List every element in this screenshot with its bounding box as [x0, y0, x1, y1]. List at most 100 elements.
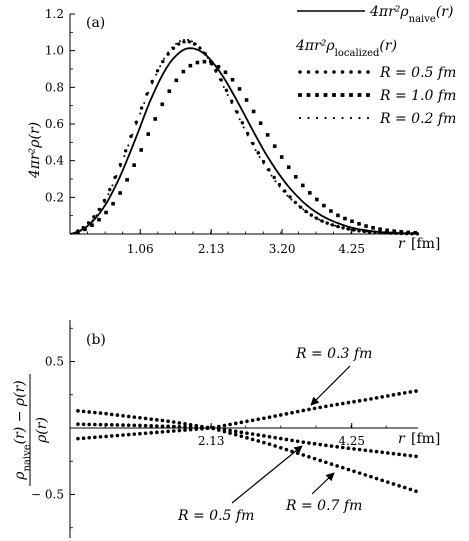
- series-r02-point: [234, 110, 237, 113]
- series-b-r03-point: [402, 391, 407, 395]
- series-b-r05-point: [414, 454, 418, 459]
- series-r02-point: [194, 43, 197, 46]
- series-b-r07-point: [284, 447, 289, 452]
- panel-b-ylabel-numerator: ρnaive(r) − ρ(r): [12, 380, 33, 481]
- series-b-r07-point: [109, 412, 114, 417]
- series-r02-point: [298, 205, 301, 208]
- series-b-r05-point: [397, 452, 401, 457]
- series-b-r07-point: [93, 410, 97, 415]
- series-b-r07-point: [301, 453, 306, 457]
- series-r02-point: [218, 78, 221, 81]
- series-b-r05-point: [352, 447, 356, 451]
- panel-a-label: (a): [86, 15, 105, 31]
- series-r10-point: [146, 132, 151, 136]
- series-b-r05-point: [132, 423, 137, 428]
- series-b-r07-point: [295, 451, 300, 456]
- series-r05-point: [288, 195, 292, 199]
- series-b-r05-point: [166, 424, 170, 429]
- legend-square: [323, 93, 328, 97]
- series-r02-point: [322, 220, 325, 223]
- series-b-r03-point: [380, 395, 385, 399]
- series-b-r03-point: [318, 405, 323, 410]
- series-b-r07-point: [87, 410, 92, 414]
- series-r05-point: [108, 187, 112, 192]
- series-r10-point: [202, 59, 207, 64]
- series-b-r03-point: [391, 393, 396, 397]
- series-r02-point: [409, 232, 412, 235]
- series-r02-point: [373, 231, 376, 234]
- series-b-r07-point: [374, 476, 379, 481]
- series-b-r03-point: [155, 430, 159, 435]
- series-r05-point: [166, 52, 170, 56]
- series-r05-point: [182, 40, 186, 44]
- series-r05-point: [161, 59, 165, 64]
- series-r10-point: [223, 70, 228, 75]
- series-r02-point: [139, 112, 142, 115]
- series-b-r07-point: [177, 421, 182, 425]
- series-r10-point: [90, 223, 94, 227]
- legend-square: [332, 93, 336, 97]
- series-r10-point: [118, 191, 122, 195]
- series-r02-point: [270, 174, 273, 177]
- series-b-r07-point: [239, 434, 244, 439]
- series-r02-point: [151, 82, 154, 85]
- series-b-r05-point: [228, 428, 232, 433]
- series-r05-point: [261, 159, 266, 164]
- series-r02-point: [385, 231, 388, 234]
- series-b-r05-point: [402, 453, 407, 457]
- series-b-r03-point: [160, 430, 165, 434]
- series-r10-point: [139, 148, 143, 152]
- series-b-r03-point: [228, 422, 232, 427]
- series-r05-point: [86, 221, 91, 225]
- series-b-r05-point: [267, 434, 272, 439]
- annotation-r05: R = 0.5 fm: [177, 508, 254, 524]
- series-r02-point: [103, 201, 106, 204]
- series-r02-point: [198, 46, 201, 49]
- series-b-r07-point: [81, 409, 86, 414]
- series-r10-point: [279, 155, 284, 159]
- series-r02-point: [143, 101, 146, 104]
- series-b-r07-point: [188, 422, 193, 427]
- series-naive-line: [69, 47, 418, 235]
- series-r02-point: [254, 149, 257, 152]
- annotation-r07: R = 0.7 fm: [285, 498, 362, 514]
- series-r02-point: [350, 228, 353, 231]
- series-b-r07-point: [126, 414, 131, 419]
- panel-b-xtick-label: 2.13: [198, 434, 225, 448]
- series-b-r07-point: [98, 411, 103, 415]
- legend-symbol-r05: [298, 70, 370, 74]
- series-r02-point: [87, 223, 90, 226]
- series-b-r03-point: [109, 434, 114, 438]
- series-r02-point: [397, 232, 400, 235]
- series-r02-point: [91, 219, 94, 222]
- series-b-r07-point: [324, 460, 328, 465]
- series-r02-point: [389, 232, 392, 235]
- series-b-r05-point: [98, 422, 103, 427]
- panel-a-ylabel: 4πr²ρ(r): [27, 122, 43, 179]
- series-r02-point: [230, 102, 233, 105]
- series-b-r03-point: [369, 397, 373, 401]
- series-r02-point: [381, 231, 384, 234]
- series-r02-point: [338, 225, 341, 228]
- series-r05-point: [272, 175, 276, 180]
- series-r02-point: [369, 231, 372, 234]
- legend-dot: [298, 70, 302, 74]
- series-r10-point: [167, 89, 172, 94]
- series-r05-point: [277, 182, 282, 187]
- series-r10-point: [132, 163, 136, 167]
- series-b-r05-point: [386, 451, 390, 455]
- legend-symbol-r10: [298, 93, 370, 97]
- series-r10-point: [350, 219, 354, 224]
- series-b-r07-point: [363, 473, 368, 477]
- series-r10-point: [308, 191, 312, 195]
- legend-small-dot: [307, 116, 310, 120]
- series-r02-point: [294, 202, 297, 205]
- series-b-r05-point: [346, 446, 351, 451]
- panel-b: 0.5 − 0.5 2.13 4.25 (b) ρnaive(r) − ρ(r) ρ(…: [12, 320, 440, 538]
- series-b-r05-point: [245, 431, 249, 435]
- series-b-r07-point: [228, 431, 232, 435]
- series-b-r03-point: [329, 403, 334, 408]
- series-b-r05-point: [93, 422, 97, 427]
- series-r02-point: [99, 208, 102, 211]
- series-b-r03-point: [126, 432, 131, 437]
